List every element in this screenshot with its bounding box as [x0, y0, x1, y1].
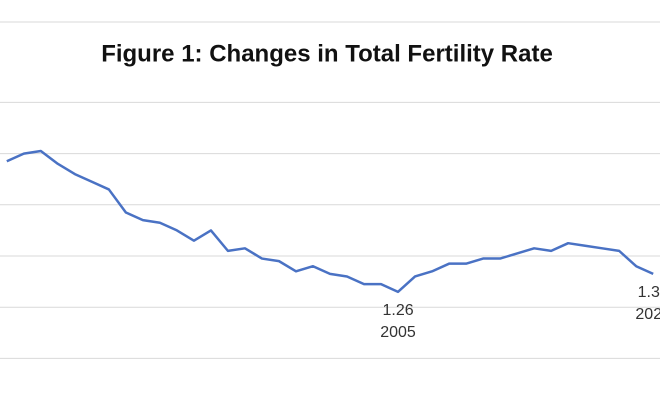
annotation: 2020: [635, 306, 660, 323]
data-line: [6, 149, 654, 294]
annotation: 1.33: [638, 284, 660, 301]
chart-title: Figure 1: Changes in Total Fertility Rat…: [101, 40, 553, 67]
annotation: 1.26: [382, 302, 413, 319]
annotation: 2005: [380, 324, 416, 341]
